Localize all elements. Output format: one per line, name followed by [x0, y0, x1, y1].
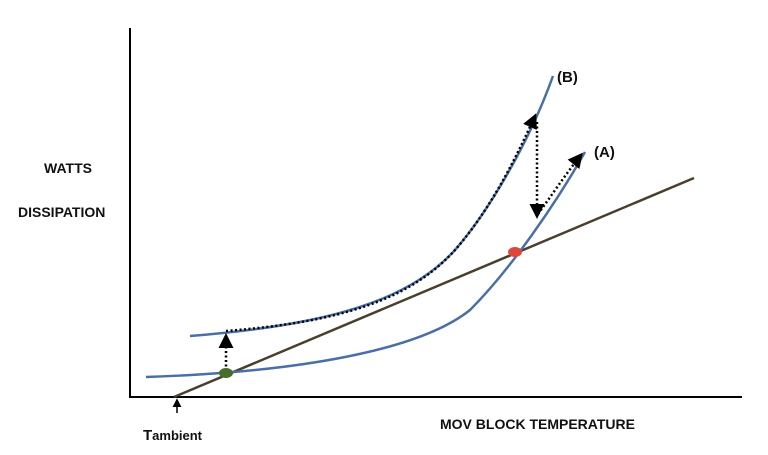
dotted-path-curve-a — [536, 152, 583, 215]
stable-point — [219, 368, 233, 378]
y-axis-label-line1: WATTS — [44, 160, 92, 176]
unstable-point — [508, 247, 522, 257]
ambient-label-main: T — [143, 427, 152, 444]
curve-b — [189, 75, 555, 338]
heat-loss-line — [173, 176, 695, 399]
curve-a — [145, 151, 587, 379]
curve-a-label: (A) — [594, 144, 615, 161]
dotted-path-curve-b — [225, 113, 537, 333]
ambient-label: Tambient — [143, 427, 203, 444]
x-axis-label: MOV BLOCK TEMPERATURE — [440, 416, 635, 432]
curve-b-label: (B) — [557, 69, 578, 86]
ambient-label-sub: ambient — [152, 428, 203, 443]
y-axis-label-line2: DISSIPATION — [18, 204, 105, 220]
